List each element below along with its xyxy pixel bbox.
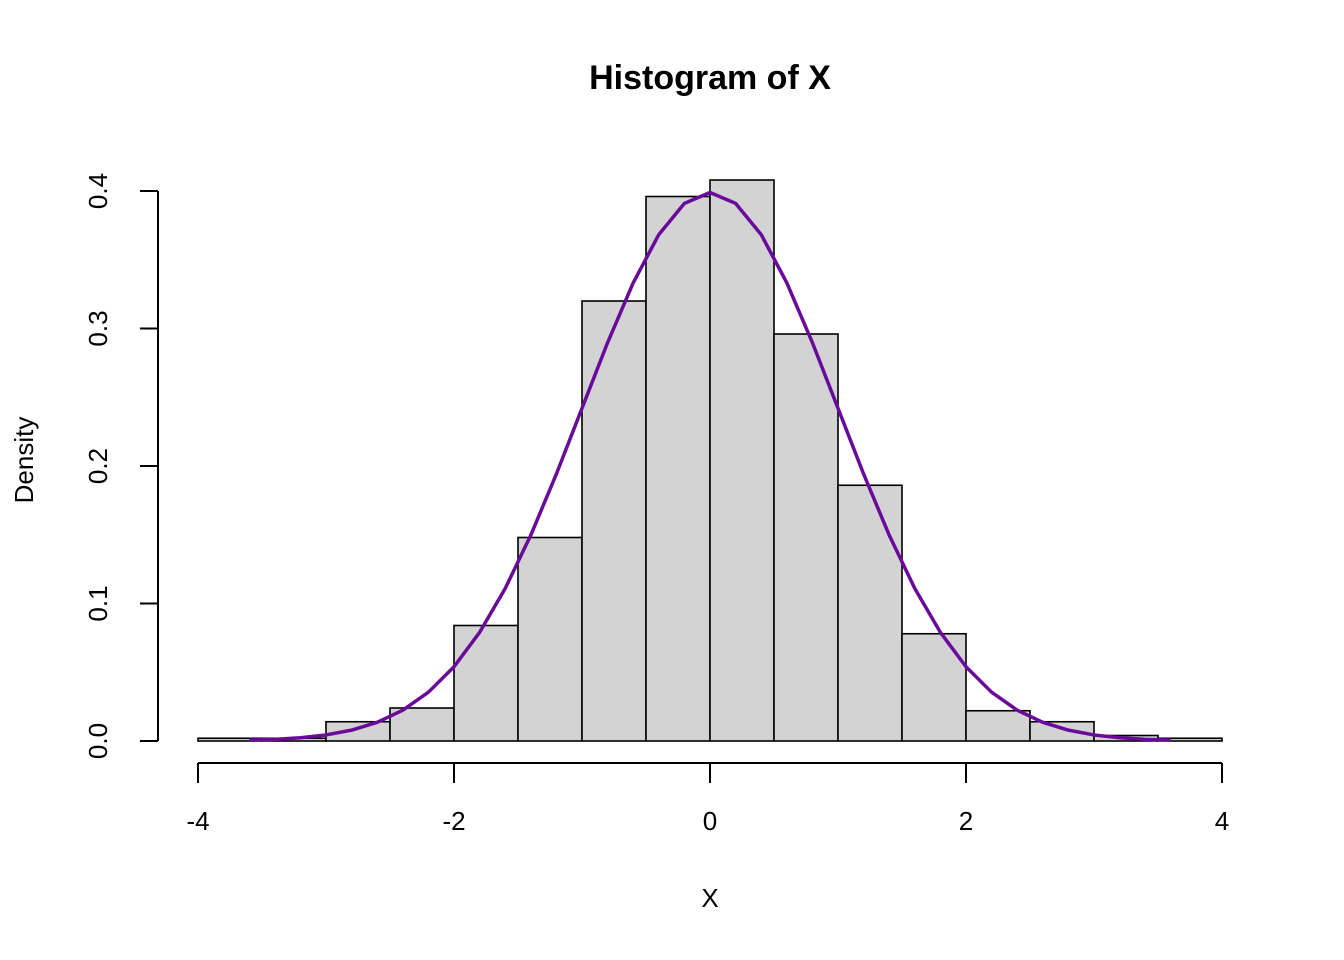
- bar: [709, 179, 775, 742]
- bar: [837, 484, 903, 742]
- bar: [965, 709, 1031, 742]
- x-axis-label: X: [701, 883, 718, 913]
- bar: [645, 195, 711, 742]
- y-tick-label: 0.4: [83, 173, 113, 209]
- y-axis-label: Density: [9, 417, 39, 504]
- bar: [517, 536, 583, 742]
- y-tick-label: 0.2: [83, 448, 113, 484]
- x-tick-label: 4: [1215, 806, 1229, 836]
- y-tick-label: 0.3: [83, 310, 113, 346]
- chart-title: Histogram of X: [589, 59, 831, 97]
- bar: [901, 632, 967, 742]
- bar: [773, 333, 839, 742]
- bar: [453, 624, 519, 742]
- x-tick-label: -4: [186, 806, 209, 836]
- x-tick-label: 0: [703, 806, 717, 836]
- density-curve: [249, 190, 1171, 742]
- y-tick-label: 0.0: [83, 723, 113, 759]
- bar: [1029, 720, 1095, 742]
- x-tick-label: 2: [959, 806, 973, 836]
- y-tick-label: 0.1: [83, 585, 113, 621]
- bar: [581, 300, 647, 742]
- x-tick-label: -2: [442, 806, 465, 836]
